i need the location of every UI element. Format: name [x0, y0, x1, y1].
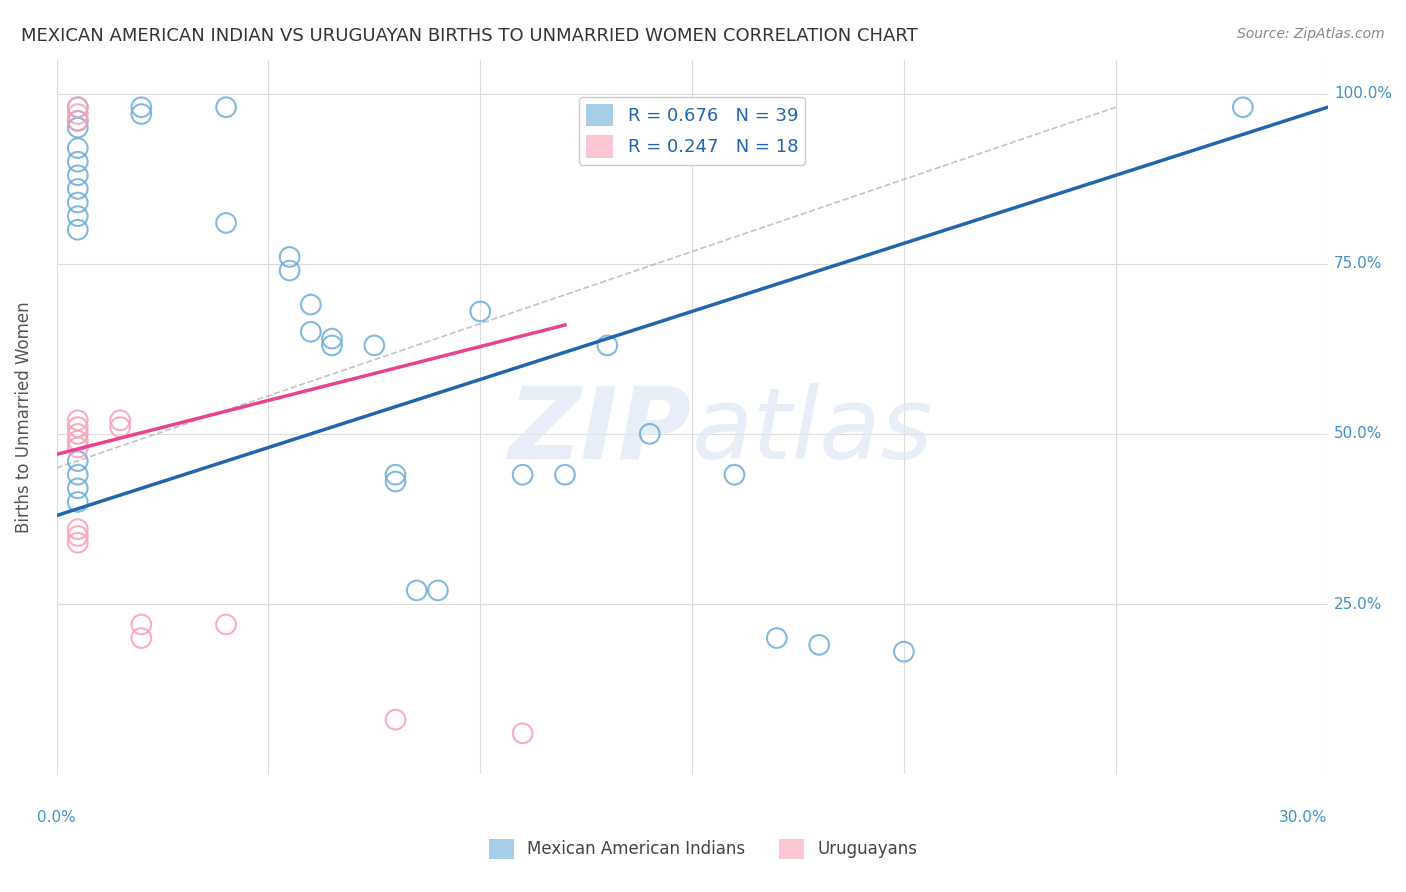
Point [66, 100, 89, 114]
Point [893, 645, 915, 659]
Point [596, 338, 619, 352]
Point [66, 495, 89, 509]
Point [108, 420, 131, 434]
Point [215, 216, 238, 230]
Point [470, 304, 492, 318]
Point [554, 467, 576, 482]
Point [808, 638, 831, 652]
Text: atlas: atlas [692, 383, 934, 480]
Point [66, 441, 89, 455]
Point [66, 169, 89, 183]
Point [363, 338, 385, 352]
Point [723, 467, 745, 482]
Text: 100.0%: 100.0% [1334, 87, 1392, 101]
Text: 0.0%: 0.0% [37, 810, 76, 825]
Point [66, 426, 89, 441]
Point [405, 583, 427, 598]
Point [66, 120, 89, 135]
Point [66, 154, 89, 169]
Point [1232, 100, 1254, 114]
Point [765, 631, 787, 645]
Point [321, 338, 343, 352]
Point [66, 434, 89, 448]
Point [384, 475, 406, 489]
Point [299, 325, 322, 339]
Text: 75.0%: 75.0% [1334, 256, 1382, 271]
Point [66, 454, 89, 468]
Point [66, 481, 89, 495]
Point [215, 100, 238, 114]
Point [384, 467, 406, 482]
Text: Source: ZipAtlas.com: Source: ZipAtlas.com [1237, 27, 1385, 41]
Point [66, 113, 89, 128]
Point [66, 209, 89, 223]
Point [66, 182, 89, 196]
Point [66, 522, 89, 536]
Text: 25.0%: 25.0% [1334, 597, 1382, 612]
Point [131, 100, 153, 114]
Point [66, 420, 89, 434]
Point [108, 413, 131, 427]
Point [131, 631, 153, 645]
Point [299, 297, 322, 311]
Text: 30.0%: 30.0% [1279, 810, 1327, 825]
Point [66, 195, 89, 210]
Point [278, 263, 301, 277]
Point [66, 141, 89, 155]
Point [512, 467, 534, 482]
Point [512, 726, 534, 740]
Point [278, 250, 301, 264]
Text: MEXICAN AMERICAN INDIAN VS URUGUAYAN BIRTHS TO UNMARRIED WOMEN CORRELATION CHART: MEXICAN AMERICAN INDIAN VS URUGUAYAN BIR… [21, 27, 918, 45]
Point [66, 413, 89, 427]
Legend: R = 0.676   N = 39, R = 0.247   N = 18: R = 0.676 N = 39, R = 0.247 N = 18 [579, 97, 806, 165]
Point [66, 100, 89, 114]
Point [215, 617, 238, 632]
Point [66, 107, 89, 121]
Point [66, 467, 89, 482]
Point [321, 332, 343, 346]
Y-axis label: Births to Unmarried Women: Births to Unmarried Women [15, 301, 32, 533]
Point [131, 617, 153, 632]
Point [638, 426, 661, 441]
Point [66, 113, 89, 128]
Point [66, 223, 89, 237]
Text: ZIP: ZIP [509, 383, 692, 480]
Text: 50.0%: 50.0% [1334, 426, 1382, 442]
Point [131, 107, 153, 121]
Point [66, 529, 89, 543]
Point [66, 535, 89, 549]
Legend: Mexican American Indians, Uruguayans: Mexican American Indians, Uruguayans [482, 832, 924, 866]
Point [384, 713, 406, 727]
Point [426, 583, 449, 598]
